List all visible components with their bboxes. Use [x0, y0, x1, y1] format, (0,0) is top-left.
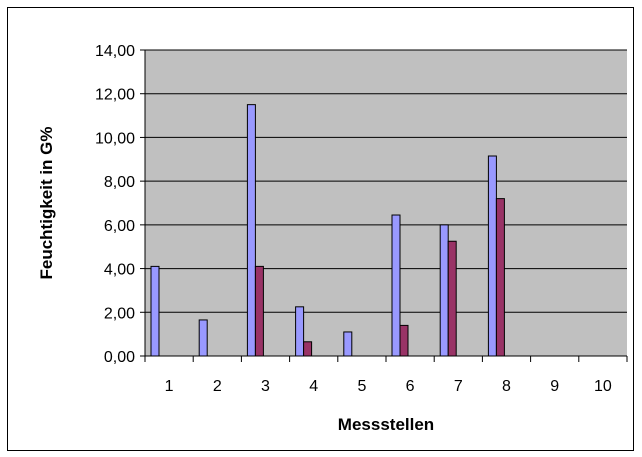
- x-tick-label: 2: [213, 378, 222, 395]
- x-tick-label: 3: [261, 378, 270, 395]
- y-tick-label: 8,00: [104, 174, 135, 191]
- bar-series-1-3: [246, 104, 256, 357]
- bar-series-2-6: [399, 324, 409, 357]
- x-tick-label: 9: [550, 378, 559, 395]
- x-tick-label: 6: [406, 378, 415, 395]
- bar-series-1-1: [150, 265, 160, 357]
- y-tick-label: 0,00: [104, 349, 135, 366]
- bar-series-1-6: [391, 214, 401, 357]
- gridlines: [145, 49, 627, 313]
- bar-series-1-4: [295, 306, 305, 357]
- bar-series-2-8: [495, 198, 505, 357]
- y-ticks: 0,00 2,00 4,00 6,00 8,00 10,00 12,00 14,00: [95, 43, 145, 366]
- x-tick-label: 10: [594, 378, 612, 395]
- x-axis-title: Messstellen: [338, 415, 434, 434]
- bar-series-2-4: [303, 341, 313, 357]
- plot-area: [145, 50, 627, 356]
- x-ticks: 1 2 3 4 5 6 7 8 9 10: [144, 356, 628, 395]
- x-tick-label: 8: [502, 378, 511, 395]
- y-tick-label: 10,00: [95, 130, 135, 147]
- y-tick-label: 4,00: [104, 262, 135, 279]
- y-tick-label: 12,00: [95, 87, 135, 104]
- y-tick-label: 6,00: [104, 218, 135, 235]
- y-tick-label: 2,00: [104, 305, 135, 322]
- bar-series-1-8: [487, 155, 497, 357]
- bar-series-2-3: [254, 265, 264, 357]
- x-tick-label: 5: [357, 378, 366, 395]
- x-tick-label: 7: [454, 378, 463, 395]
- bar-series-1-7: [439, 224, 449, 357]
- x-tick-label: 1: [165, 378, 174, 395]
- bar-series-1-2: [198, 319, 208, 357]
- bar-series-2-7: [447, 240, 457, 357]
- y-tick-label: 14,00: [95, 43, 135, 60]
- bar-series-1-5: [343, 331, 353, 357]
- y-axis-title: Feuchtigkeit in G%: [37, 126, 56, 279]
- x-tick-label: 4: [309, 378, 318, 395]
